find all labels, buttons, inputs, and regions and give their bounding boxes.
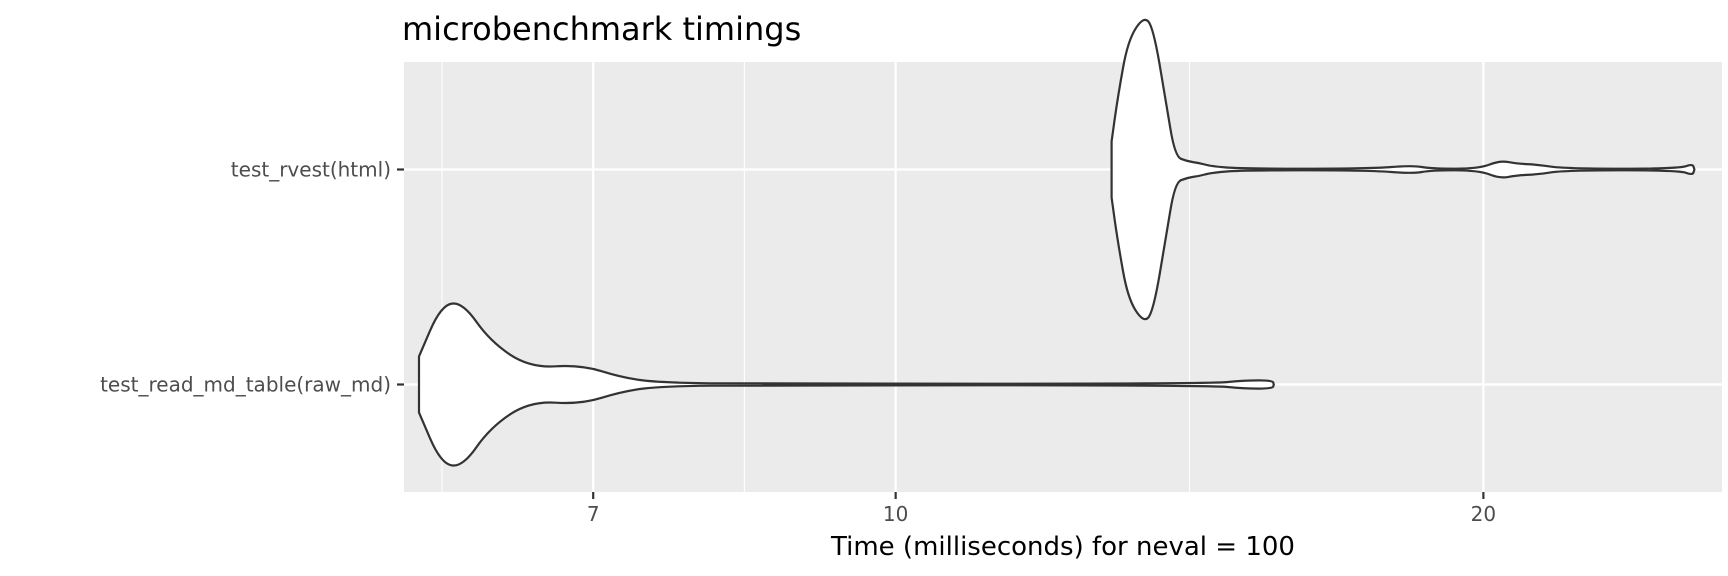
plot-panel bbox=[404, 62, 1722, 492]
y-axis: test_rvest(html) test_read_md_table(raw_m… bbox=[100, 158, 404, 397]
x-tick-label: 7 bbox=[587, 502, 600, 526]
violin-test_read_md_table(raw_md) bbox=[417, 302, 1275, 467]
violin-test_rvest(html) bbox=[1110, 18, 1696, 321]
x-axis-title: Time (milliseconds) for neval = 100 bbox=[830, 532, 1295, 562]
x-axis: 7 10 20 bbox=[587, 492, 1496, 526]
chart-title: microbenchmark timings bbox=[402, 10, 801, 48]
x-tick-label: 10 bbox=[883, 502, 908, 526]
y-tick-label: test_rvest(html) bbox=[231, 158, 391, 182]
x-tick-label: 20 bbox=[1471, 502, 1496, 526]
violins bbox=[417, 18, 1696, 467]
y-tick-label: test_read_md_table(raw_md) bbox=[100, 373, 391, 397]
